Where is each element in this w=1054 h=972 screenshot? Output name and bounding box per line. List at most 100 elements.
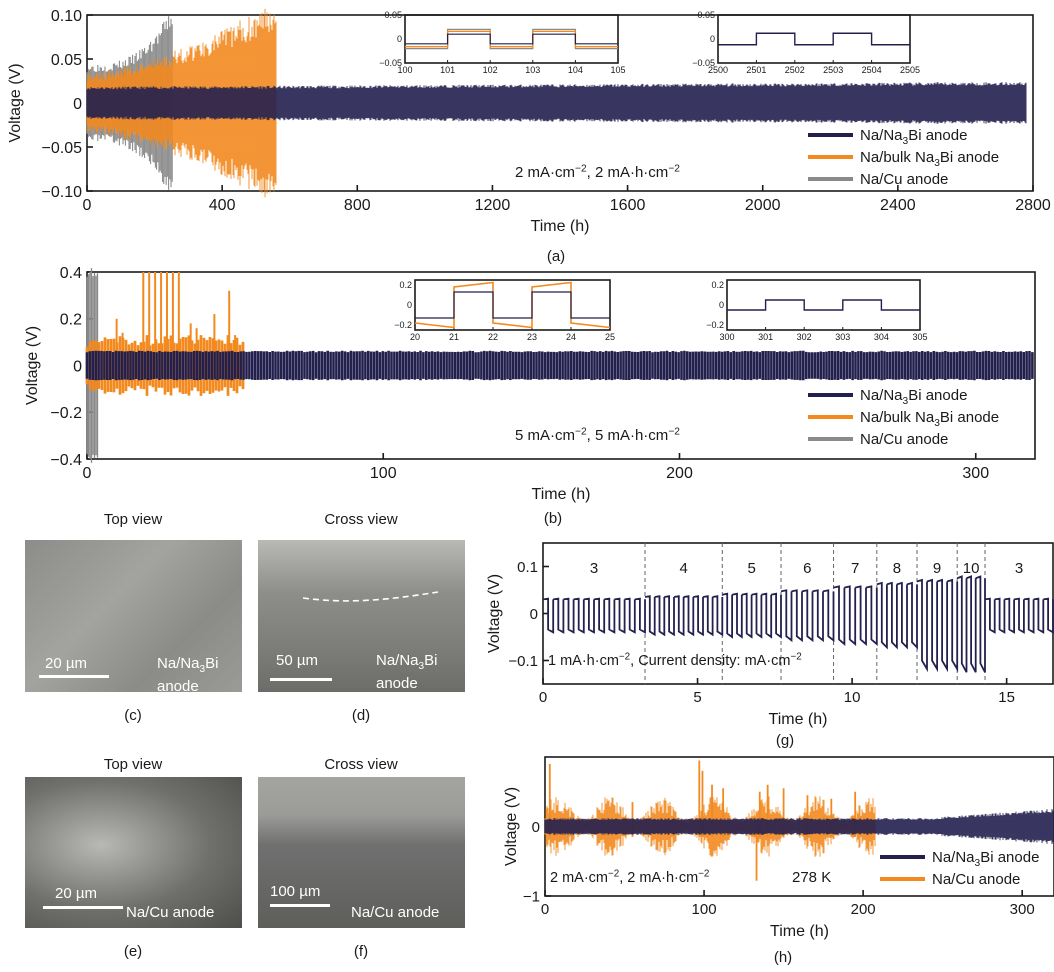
inset-y-tick-label-a1: 0.05: [384, 10, 402, 20]
inset-frame-a2: [717, 14, 911, 64]
x-tick-label-b: 0: [83, 465, 92, 482]
inset-x-tick-label-a2: 2500: [708, 65, 728, 75]
inset-series-na-na3bi-a2: [718, 32, 910, 46]
inset-y-tick-label-a2: 0.05: [697, 10, 715, 20]
sem-image-e: 20 µm Na/Cu anode: [25, 777, 242, 928]
condition-label-h: 2 mA·cm−2​, 2 mA·h·cm−2​: [550, 868, 709, 886]
y-tick-label-a: 0.05: [51, 52, 82, 69]
scale-label-f: 100 µm: [270, 883, 321, 900]
y-tick-label-a: 0.10: [51, 8, 82, 25]
x-tick-label-a: 800: [344, 197, 371, 214]
inset-y-tick-label-b1: 0: [407, 300, 412, 310]
sem-title-f: Cross view: [324, 756, 398, 773]
inset-x-tick-label-b2: 304: [874, 332, 889, 342]
inset-x-tick-label-b1: 21: [449, 332, 459, 342]
x-tick-label-g: 15: [998, 689, 1015, 706]
panel-label-h: (h): [774, 949, 792, 966]
segment-label-g: 5: [747, 560, 755, 577]
sem-image-f: 100 µm Na/Cu anode: [258, 777, 465, 928]
scale-label-c: 20 µm: [45, 655, 87, 672]
inset-x-tick-label-b1: 25: [605, 332, 615, 342]
condition-label-a: 2 mA·cm−2​, 2 mA·h·cm−2​: [515, 163, 680, 181]
sem-image-d: 50 µm Na/Na3Bi anode: [258, 540, 465, 692]
x-axis-label-a: Time (h): [531, 218, 590, 235]
y-axis-label-b: Voltage (V): [24, 326, 41, 405]
x-axis-label-b: Time (h): [532, 486, 591, 503]
scale-bar-e: [43, 906, 123, 909]
inset-x-tick-label-a1: 104: [568, 65, 583, 75]
y-tick-label-a: −0.05: [42, 140, 83, 157]
sem-image-c: 20 µm Na/Na3Bi anode: [25, 540, 242, 692]
inset-frame-b1: [414, 279, 611, 331]
x-tick-label-a: 1200: [475, 197, 511, 214]
y-axis-label-a: Voltage (V): [7, 63, 24, 142]
scale-label-d: 50 µm: [276, 652, 318, 669]
x-tick-label-g: 5: [693, 689, 701, 706]
panel-label-e: (e): [124, 943, 142, 960]
x-tick-label-g: 10: [844, 689, 861, 706]
y-tick-label-b: −0.2: [50, 405, 82, 422]
x-tick-label-a: 0: [83, 197, 92, 214]
legend-entry-a: Na/Na3​Bi anode: [860, 127, 967, 147]
series-na-na3bi-g: [542, 575, 1054, 673]
temperature-label-h: 278 K: [792, 869, 831, 886]
inset-x-tick-label-b1: 22: [488, 332, 498, 342]
y-tick-label-a: 0: [73, 96, 82, 113]
inset-series-na-na3bi-a1: [405, 33, 618, 45]
segment-label-g: 8: [893, 560, 901, 577]
panel-label-c: (c): [124, 707, 142, 724]
x-tick-label-h: 0: [541, 901, 549, 918]
inset-x-tick-label-b1: 23: [527, 332, 537, 342]
inset-y-tick-label-a2: −0.05: [692, 58, 715, 68]
scale-label-e: 20 µm: [55, 885, 97, 902]
inset-x-tick-label-a1: 102: [483, 65, 498, 75]
segment-label-g: 7: [851, 560, 859, 577]
x-tick-label-a: 2400: [880, 197, 916, 214]
panel-label-g: (g): [776, 732, 794, 749]
inset-x-tick-label-b2: 301: [758, 332, 773, 342]
inset-y-tick-label-b1: 0.2: [399, 280, 412, 290]
inset-series-na-bulk-b1: [414, 281, 611, 329]
scale-bar-c: [39, 675, 109, 678]
inset-x-tick-label-a2: 2504: [862, 65, 882, 75]
sample-label-e: Na/Cu anode: [126, 904, 215, 921]
panel-label-b: (b): [544, 510, 562, 527]
inset-frame-a1: [404, 14, 619, 64]
inset-x-tick-label-a1: 103: [525, 65, 540, 75]
segment-label-g: 6: [803, 560, 811, 577]
legend-entry-b: Na/Cu anode: [860, 431, 948, 448]
y-tick-label-a: −0.10: [42, 184, 83, 201]
interface-dashed-line: [302, 591, 439, 602]
inset-y-tick-label-a1: 0: [397, 34, 402, 44]
sem-title-c: Top view: [104, 511, 163, 528]
sem-title-e: Top view: [104, 756, 163, 773]
sample-label-d: Na/Na3Bi anode: [376, 652, 438, 692]
x-axis-label-g: Time (h): [769, 711, 828, 728]
y-tick-label-b: 0: [73, 358, 82, 375]
inset-x-tick-label-a2: 2505: [900, 65, 920, 75]
condition-label-b: 5 mA·cm−2​, 5 mA·h·cm−2​: [515, 426, 680, 444]
condition-label-g: 1 mA·h·cm−2​, Current density: mA·cm−2​: [548, 651, 802, 669]
inset-x-tick-label-b2: 305: [912, 332, 927, 342]
segment-label-g: 9: [933, 560, 941, 577]
y-tick-label-b: 0.2: [60, 312, 82, 329]
series-na-na3bi-a: [86, 82, 1027, 124]
inset-x-tick-label-a2: 2501: [746, 65, 766, 75]
sample-label-c: Na/Na3Bi anode: [157, 655, 219, 692]
x-tick-label-h: 300: [1010, 901, 1035, 918]
scale-bar-f: [270, 904, 330, 907]
inset-x-tick-label-b2: 300: [719, 332, 734, 342]
series-na-cu-spikes-h: [548, 760, 857, 881]
segment-label-g: 4: [679, 560, 687, 577]
legend-entry-h: Na/Cu anode: [932, 871, 1020, 888]
panel-label-d: (d): [352, 707, 370, 724]
inset-y-tick-label-b2: −0.2: [706, 320, 724, 330]
y-tick-label-g: −0.1: [508, 653, 538, 670]
x-tick-label-b: 200: [666, 465, 693, 482]
inset-x-tick-label-b1: 20: [410, 332, 420, 342]
legend-entry-b: Na/Na3​Bi anode: [860, 387, 967, 407]
sample-label-f: Na/Cu anode: [351, 904, 440, 921]
y-tick-label-b: −0.4: [50, 452, 82, 469]
inset-x-tick-label-a1: 105: [610, 65, 625, 75]
